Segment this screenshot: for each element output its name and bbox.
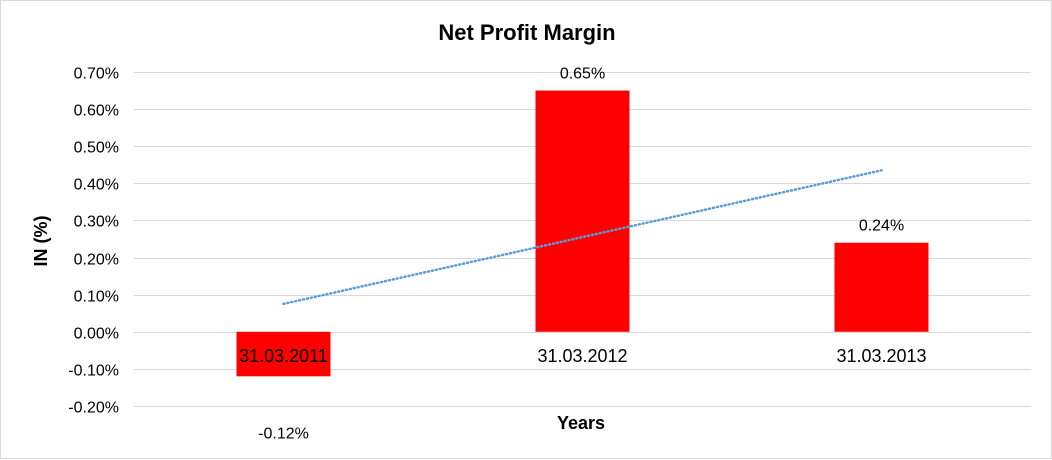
bars xyxy=(236,90,929,377)
y-tick-label: 0.70% xyxy=(74,66,119,83)
y-tick-label: -0.10% xyxy=(68,363,119,380)
bar-31.03.2011 xyxy=(236,331,331,377)
y-tick-labels: -0.20% -0.10% 0.00% 0.10% 0.20% 0.30% 0.40% 0.5… xyxy=(68,66,119,417)
y-tick-label: 0.30% xyxy=(74,214,119,231)
category-label: 31.03.2013 xyxy=(836,346,926,366)
y-tick-label: 0.40% xyxy=(74,177,119,194)
bar-31.03.2012 xyxy=(535,90,630,332)
bar-31.03.2013 xyxy=(834,242,929,332)
data-label: -0.12% xyxy=(258,425,309,442)
data-label: 0.65% xyxy=(560,66,605,83)
y-axis-title: IN (%) xyxy=(31,216,51,267)
data-labels: -0.12% 0.65% 0.24% xyxy=(258,66,904,443)
y-tick-label: -0.20% xyxy=(68,400,119,417)
y-tick-label: 0.20% xyxy=(74,252,119,269)
category-label: 31.03.2012 xyxy=(537,346,627,366)
data-label: 0.24% xyxy=(859,218,904,235)
y-tick-label: 0.50% xyxy=(74,140,119,157)
category-labels: 31.03.2011 31.03.2012 31.03.2013 xyxy=(239,346,926,366)
y-tick-label: 0.00% xyxy=(74,326,119,343)
category-label: 31.03.2011 xyxy=(239,346,328,366)
chart-title: Net Profit Margin xyxy=(438,20,615,45)
x-axis-title: Years xyxy=(557,413,605,433)
trendline xyxy=(282,169,883,306)
trendline-group xyxy=(282,169,883,306)
y-tick-label: 0.60% xyxy=(74,103,119,120)
y-tick-label: 0.10% xyxy=(74,289,119,306)
